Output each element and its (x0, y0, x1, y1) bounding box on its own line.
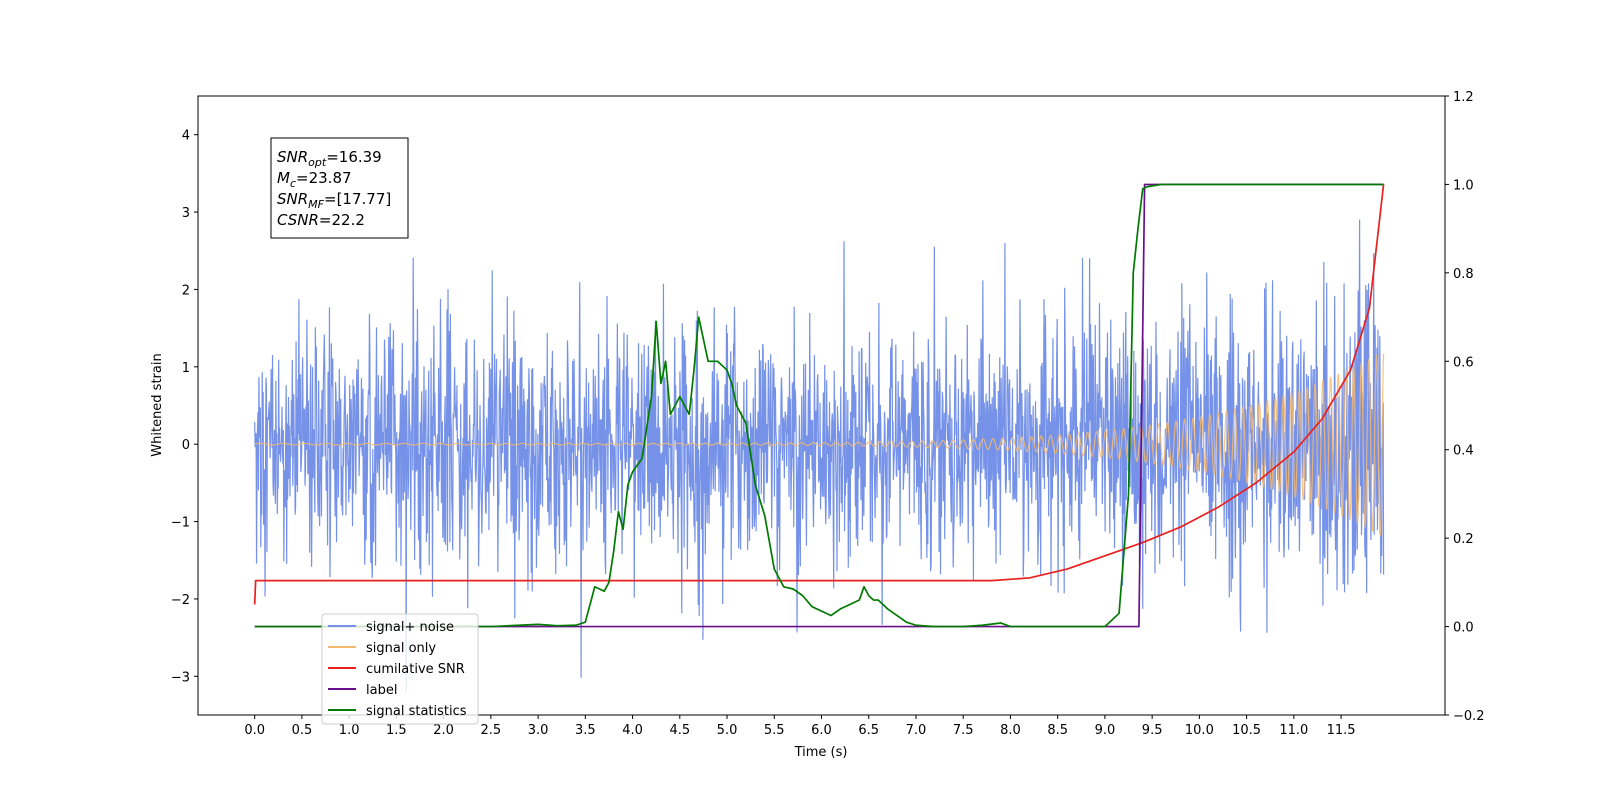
y-right-tick-label: 1.2 (1453, 90, 1474, 105)
x-tick-label: 10.0 (1185, 723, 1214, 738)
y-axis-left-ticks: −3 −2 −1 0 1 2 3 4 (171, 129, 198, 685)
y-right-tick-label: 0.0 (1453, 621, 1474, 636)
x-tick-label: 2.5 (481, 723, 502, 738)
y-left-tick-label: 1 (182, 361, 190, 376)
annotation-symbol: CSNR (277, 211, 319, 229)
y-right-tick-label: −0.2 (1453, 709, 1485, 724)
y-left-tick-label: 2 (182, 283, 190, 298)
legend: signal+ noise signal only cumilative SNR la… (321, 613, 479, 725)
x-tick-label: 11.0 (1279, 723, 1308, 738)
x-tick-label: 7.0 (906, 723, 927, 738)
legend-label: signal statistics (366, 704, 467, 719)
x-tick-label: 3.0 (528, 723, 549, 738)
series-signal-only-line (254, 353, 1385, 536)
annotation-line: SNRMF=[17.77] (277, 190, 391, 211)
x-tick-label: 9.0 (1095, 723, 1116, 738)
legend-frame (321, 613, 479, 725)
annotation-subscript: c (290, 177, 296, 190)
annotation-value: =23.87 (296, 169, 352, 187)
series-signal-statistics-line (254, 183, 1384, 628)
annotation-value: =16.39 (326, 148, 382, 166)
series-signal-noise-line (254, 219, 1385, 692)
y-axis-left-label: Whitened strain (150, 353, 165, 456)
x-tick-label: 6.5 (858, 723, 879, 738)
annotation-subscript: opt (308, 156, 327, 169)
x-tick-label: 6.0 (811, 723, 832, 738)
x-tick-label: 10.5 (1232, 723, 1261, 738)
x-tick-label: 7.5 (953, 723, 974, 738)
annotation-value: =[17.77] (324, 190, 391, 208)
x-tick-label: 1.0 (339, 723, 360, 738)
annotation-symbol: M (277, 169, 290, 187)
x-tick-label: 11.5 (1327, 723, 1356, 738)
x-tick-label: 3.5 (575, 723, 596, 738)
x-tick-label: 4.5 (669, 723, 690, 738)
x-tick-label: 8.0 (1000, 723, 1021, 738)
y-left-tick-label: 0 (182, 438, 190, 453)
annotation-line: Mc=23.87 (277, 169, 352, 190)
y-right-tick-label: 0.4 (1453, 444, 1474, 459)
x-tick-label: 8.5 (1047, 723, 1068, 738)
y-right-tick-label: 1.0 (1453, 178, 1474, 193)
y-right-tick-label: 0.2 (1453, 532, 1474, 547)
x-tick-label: 2.0 (433, 723, 454, 738)
x-tick-label: 0.0 (244, 723, 265, 738)
y-left-tick-label: 3 (182, 206, 190, 221)
y-left-tick-label: −3 (171, 670, 190, 685)
annotation-value: =22.2 (319, 211, 365, 229)
annotation-line: SNRopt=16.39 (277, 148, 382, 169)
y-left-tick-label: −2 (171, 593, 190, 608)
x-tick-label: 0.5 (292, 723, 313, 738)
y-right-tick-label: 0.8 (1453, 267, 1474, 282)
x-tick-label: 5.5 (764, 723, 785, 738)
annotation-symbol: SNR (277, 148, 308, 166)
x-axis-label: Time (s) (794, 745, 848, 760)
x-tick-label: 5.0 (717, 723, 738, 738)
y-left-tick-label: 4 (182, 129, 190, 144)
legend-label: signal only (366, 641, 436, 656)
x-tick-label: 9.5 (1142, 723, 1163, 738)
series-cumulative-snr-line (253, 184, 1385, 605)
legend-label: label (366, 683, 397, 698)
x-tick-label: 1.5 (386, 723, 407, 738)
annotation-subscript: MF (308, 198, 324, 211)
x-tick-label: 4.0 (622, 723, 643, 738)
annotation-frame (270, 137, 409, 239)
stats-annotation-box: SNRopt=16.39Mc=23.87SNRMF=[17.77]CSNR=22… (270, 137, 409, 239)
x-axis-ticks: 0.0 0.5 1.0 1.5 2.0 2.5 3.0 3.5 4.0 4.5 5.0 5.5 6.0 6… (244, 715, 1356, 738)
y-right-tick-label: 0.6 (1453, 355, 1474, 370)
legend-label: cumilative SNR (366, 662, 465, 677)
legend-label: signal+ noise (366, 620, 454, 635)
y-left-tick-label: −1 (171, 516, 190, 531)
annotation-symbol: SNR (277, 190, 308, 208)
series-layer (253, 183, 1385, 692)
y-axis-right-ticks: −0.2 0.0 0.2 0.4 0.6 0.8 1.0 1.2 (1445, 90, 1485, 724)
annotation-line: CSNR=22.2 (277, 211, 365, 229)
